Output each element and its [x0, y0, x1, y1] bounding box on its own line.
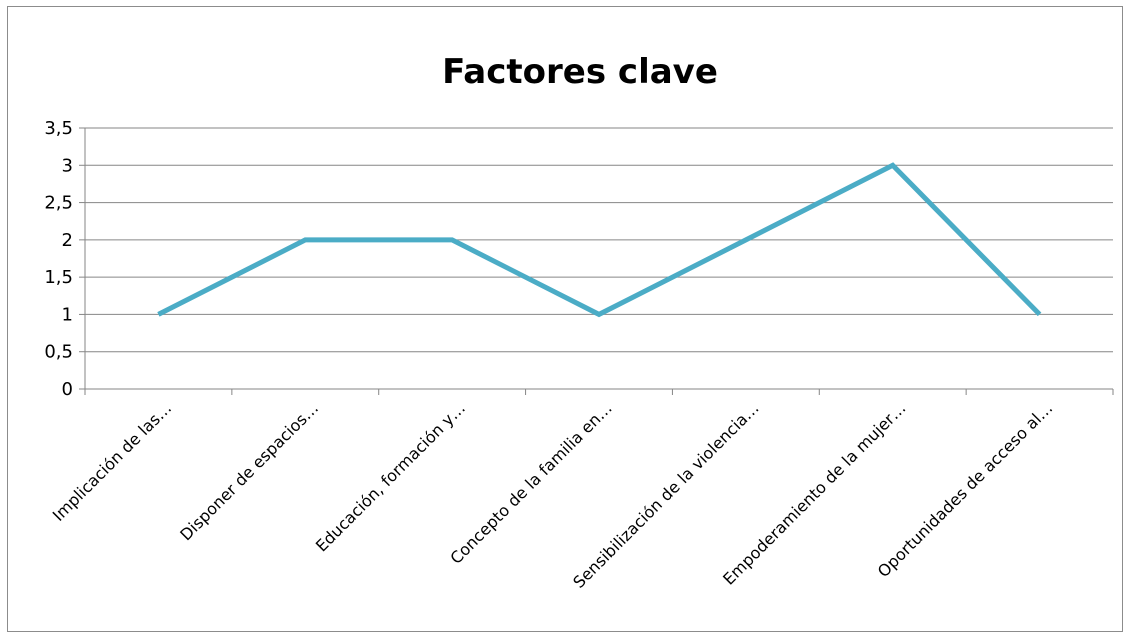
x-tick-labels: Implicación de las… Disponer de espacios……	[49, 398, 1057, 591]
y-tick-label: 3,5	[44, 118, 73, 139]
x-tick-label: Concepto de la familia en…	[446, 398, 615, 567]
y-tick-label: 3	[62, 155, 73, 176]
y-tick-label: 2,5	[44, 193, 73, 214]
y-tick-labels: 0 0,5 1 1,5 2 2,5 3 3,5	[44, 118, 73, 400]
gridlines	[85, 127, 1113, 353]
y-tick-label: 2	[62, 230, 73, 251]
x-tick-label: Educación, formación y…	[312, 398, 469, 555]
chart-frame	[7, 6, 1123, 632]
x-tick-label: Disponer de espacios…	[176, 398, 322, 544]
x-tick-label: Implicación de las…	[49, 398, 175, 524]
x-tick-label: Oportunidades de acceso al…	[874, 398, 1057, 581]
axes	[79, 127, 1114, 395]
series	[157, 162, 1042, 318]
y-tick-label: 0,5	[44, 342, 73, 363]
y-tick-label: 0	[62, 379, 73, 400]
chart-title: Factores clave	[442, 52, 718, 92]
y-tick-label: 1	[62, 304, 73, 325]
y-tick-label: 1,5	[44, 267, 73, 288]
